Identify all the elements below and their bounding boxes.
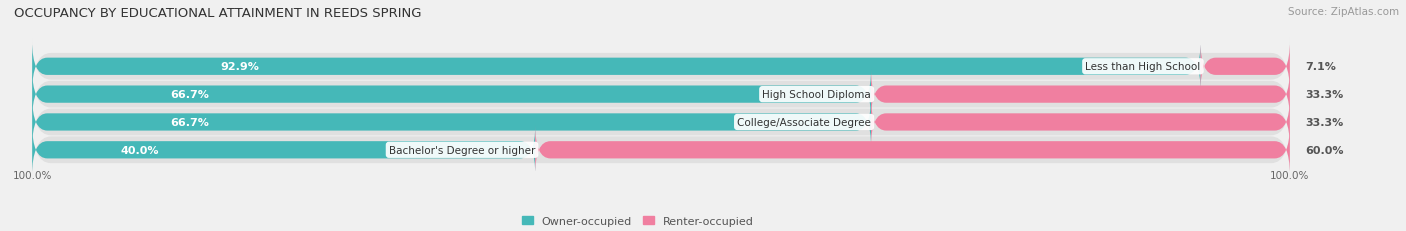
FancyBboxPatch shape bbox=[1201, 42, 1289, 92]
Text: 33.3%: 33.3% bbox=[1305, 117, 1343, 128]
Text: 100.0%: 100.0% bbox=[1270, 170, 1309, 180]
FancyBboxPatch shape bbox=[32, 125, 536, 175]
Text: 100.0%: 100.0% bbox=[13, 170, 52, 180]
FancyBboxPatch shape bbox=[32, 67, 1289, 123]
FancyBboxPatch shape bbox=[32, 122, 1289, 178]
Legend: Owner-occupied, Renter-occupied: Owner-occupied, Renter-occupied bbox=[517, 211, 758, 230]
Text: Source: ZipAtlas.com: Source: ZipAtlas.com bbox=[1288, 7, 1399, 17]
Text: High School Diploma: High School Diploma bbox=[762, 90, 872, 100]
Text: 7.1%: 7.1% bbox=[1305, 62, 1336, 72]
Text: 66.7%: 66.7% bbox=[170, 90, 209, 100]
FancyBboxPatch shape bbox=[872, 70, 1289, 119]
Text: 60.0%: 60.0% bbox=[1305, 145, 1344, 155]
Text: OCCUPANCY BY EDUCATIONAL ATTAINMENT IN REEDS SPRING: OCCUPANCY BY EDUCATIONAL ATTAINMENT IN R… bbox=[14, 7, 422, 20]
Text: Bachelor's Degree or higher: Bachelor's Degree or higher bbox=[389, 145, 536, 155]
Text: 33.3%: 33.3% bbox=[1305, 90, 1343, 100]
Text: 40.0%: 40.0% bbox=[121, 145, 159, 155]
FancyBboxPatch shape bbox=[872, 98, 1289, 147]
FancyBboxPatch shape bbox=[32, 39, 1289, 95]
FancyBboxPatch shape bbox=[32, 94, 1289, 151]
Text: 66.7%: 66.7% bbox=[170, 117, 209, 128]
FancyBboxPatch shape bbox=[32, 70, 872, 119]
FancyBboxPatch shape bbox=[32, 42, 1201, 92]
FancyBboxPatch shape bbox=[32, 98, 872, 147]
FancyBboxPatch shape bbox=[536, 125, 1289, 175]
Text: 92.9%: 92.9% bbox=[219, 62, 259, 72]
Text: Less than High School: Less than High School bbox=[1085, 62, 1201, 72]
Text: College/Associate Degree: College/Associate Degree bbox=[737, 117, 872, 128]
